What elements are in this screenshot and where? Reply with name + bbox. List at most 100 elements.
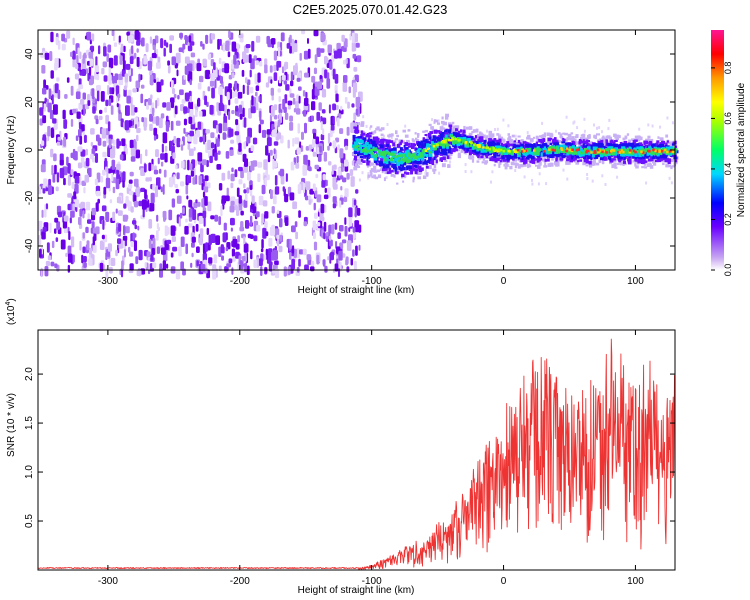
spectrogram-cell [50, 70, 54, 79]
spectrogram-cell [377, 174, 382, 179]
spectrogram-cell [496, 143, 501, 146]
spectrogram-cell [600, 139, 604, 143]
spectrogram-cell [228, 128, 234, 137]
spectrogram-cell [95, 118, 99, 125]
spectrogram-cell [246, 85, 250, 95]
spectrogram-cell [662, 143, 667, 147]
spectrogram-cell [197, 98, 201, 107]
spectrogram-cell [583, 137, 588, 142]
spectrogram-cell [223, 222, 227, 231]
spectrogram-cell [63, 215, 69, 222]
spectrogram-cell [85, 201, 91, 211]
spectrogram-cell [539, 157, 543, 161]
spectrogram-cell [136, 40, 141, 46]
spectrogram-cell [257, 72, 261, 83]
spectrogram-cell [426, 149, 430, 153]
spectrogram-cell [125, 105, 130, 116]
spectrogram-cell [547, 158, 550, 162]
spectrogram-cell [428, 165, 432, 170]
spectrogram-cell [641, 157, 645, 161]
spectrogram-cell [218, 68, 222, 76]
spectrogram-cell [221, 255, 224, 261]
spectrogram-cell [498, 135, 501, 139]
spectrogram-cell [255, 211, 260, 218]
spectrogram-cell [495, 145, 500, 150]
spectrogram-cell [502, 158, 505, 162]
spectrogram-cell [444, 130, 448, 134]
spectrogram-cell [230, 182, 234, 189]
spectrogram-cell [441, 148, 444, 152]
spectrogram-cell [279, 218, 283, 228]
spectrogram-cell [386, 164, 390, 169]
spectrogram-cell [183, 75, 186, 80]
spectrogram-cell [649, 165, 654, 169]
spectrogram-cell [57, 211, 63, 218]
spectrogram-cell [88, 66, 92, 75]
spectrogram-cell [217, 150, 221, 155]
spectrogram-cell [221, 172, 226, 181]
spectrogram-cell [593, 123, 595, 127]
spectrogram-cell [140, 153, 143, 164]
spectrogram-cell [354, 127, 359, 131]
spectrogram-cell [88, 51, 93, 59]
spectrogram-cell [576, 156, 580, 159]
spectrogram-cell [184, 65, 189, 75]
spectrogram-cell [555, 156, 558, 160]
spectrogram-cell [240, 169, 244, 179]
spectrogram-cell [498, 164, 501, 168]
spectrogram-cell [138, 73, 141, 82]
spectrogram-cell [508, 135, 512, 139]
spectrogram-cell [569, 137, 574, 141]
spectrogram-cell [400, 167, 403, 172]
spectrogram-cell [184, 92, 190, 102]
spectrogram-cell [404, 124, 407, 128]
spectrogram-cell [168, 177, 173, 188]
spectrogram-cell [274, 186, 280, 195]
spectrogram-cell [385, 176, 388, 180]
spectrogram-cell [180, 144, 184, 151]
spectrogram-cell [636, 146, 640, 150]
spectrogram-cell [613, 154, 617, 158]
spectrogram-cell [216, 138, 220, 147]
spectrogram-cell [627, 157, 631, 162]
spectrogram-cell [166, 227, 170, 235]
spectrogram-cell [51, 240, 55, 249]
spectrogram-cell [198, 215, 204, 224]
spectrogram-cell [367, 140, 372, 145]
spectrogram-cell [370, 173, 373, 177]
spectrogram-cell [160, 153, 165, 160]
spectrogram-cell [126, 31, 130, 36]
spectrogram-cell [170, 225, 176, 236]
spectrogram-cell [327, 133, 331, 144]
spectrogram-cell [493, 154, 497, 158]
spectrogram-cell [282, 98, 286, 110]
spectrogram-cell [497, 161, 500, 165]
spectrogram-cell [210, 132, 215, 139]
spectrogram-cell [527, 134, 531, 138]
spectrogram-cell [296, 94, 300, 103]
spectrogram-cell [87, 219, 92, 224]
spectrogram-cell [627, 160, 632, 165]
spectrogram-cell [356, 165, 361, 168]
spectrogram-cell [310, 260, 315, 267]
spectrogram-cell [472, 155, 474, 158]
spectrogram-cell [404, 168, 408, 173]
spectrogram-cell [183, 106, 188, 114]
spectrogram-cell [370, 146, 374, 150]
spectrogram-cell [292, 201, 297, 210]
spectrogram-cell [417, 163, 422, 167]
spectrogram-cell [228, 111, 231, 120]
spectrogram-cell [393, 140, 397, 144]
spectrogram-cell [135, 182, 139, 188]
spectrogram-cell [179, 32, 183, 39]
spectrogram-cell [227, 51, 231, 58]
spectrogram-cell [561, 154, 565, 158]
spectrogram-cell [354, 141, 358, 145]
spectrogram-cell [255, 91, 258, 97]
spectrogram-cell [425, 138, 428, 143]
spectrogram-cell [317, 222, 321, 227]
spectrogram-cell [116, 103, 119, 108]
spectrogram-cell [567, 133, 572, 137]
spectrogram-cell [323, 194, 329, 200]
spectrogram-cell [371, 162, 375, 166]
